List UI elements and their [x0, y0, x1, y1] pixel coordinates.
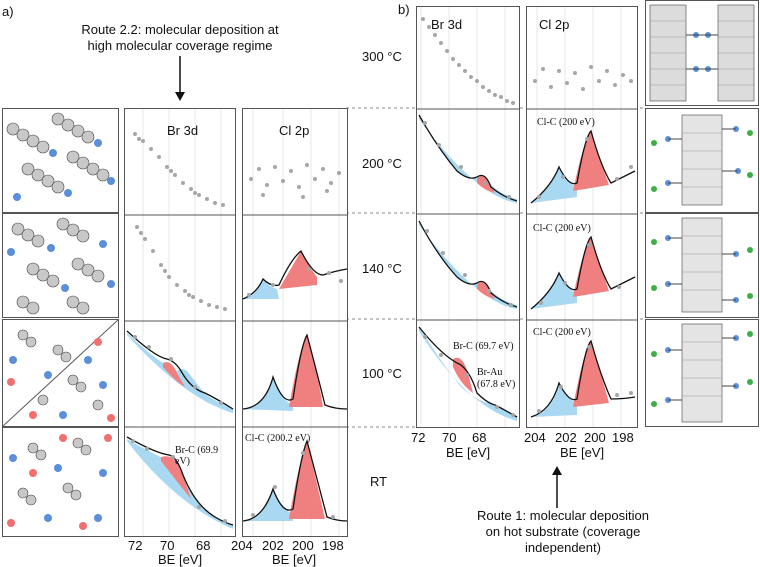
route1-arrow	[552, 466, 562, 508]
b-cl-tick-198: 198	[612, 430, 634, 445]
panel-b-cl-column: Cl 2p Cl-C (200 eV) Cl-C (200 eV) Cl-C (…	[526, 6, 638, 428]
molecule-image-a-rt	[2, 427, 119, 537]
molecule-drawing	[651, 114, 753, 206]
panel-b-label: b)	[398, 2, 410, 17]
panel-a-label: a)	[2, 4, 14, 19]
b-cl-axis-label: BE [eV]	[560, 445, 605, 460]
molecule-image-a-200	[2, 108, 119, 213]
molecule-image-a-140	[2, 213, 119, 318]
molecule-image-b-100	[645, 319, 759, 427]
route22-arrow	[175, 56, 185, 101]
molecule-image-b-200	[645, 108, 759, 213]
a-br-tick-72: 72	[128, 538, 143, 553]
panel-a-cl-spectra	[242, 109, 348, 536]
a-cl-tick-204: 204	[231, 538, 253, 553]
a-br-tick-70: 70	[160, 538, 175, 553]
route1-caption: Route 1: molecular deposition on hot sub…	[477, 508, 649, 555]
b-br-tick-72: 72	[411, 430, 426, 445]
a-cl-tick-200: 200	[292, 538, 314, 553]
b-br-axis-label: BE [eV]	[446, 445, 491, 460]
molecule-drawing	[6, 112, 115, 201]
temp-300: 300 °C	[362, 49, 402, 64]
temp-140: 140 °C	[362, 261, 402, 276]
molecule-image-b-300	[645, 0, 759, 106]
a-br-tick-68: 68	[196, 538, 211, 553]
annotation-b-br-brau-val: (67.8 eV)	[477, 379, 516, 390]
annotation-a-cl-rt: Cl-C (200.2 eV)	[245, 433, 311, 444]
panel-b-cl-header: Cl 2p	[539, 17, 570, 32]
molecule-drawing	[649, 4, 755, 102]
molecule-drawing	[7, 217, 115, 315]
panel-a-cl-column: Cl 2p Cl-C (200.2 eV)	[242, 108, 348, 537]
panel-b-br-header: Br 3d	[431, 17, 463, 32]
route22-caption: Route 2.2: molecular deposition at high …	[81, 22, 279, 53]
a-cl-tick-198: 198	[322, 538, 344, 553]
panel-a-br-header: Br 3d	[167, 123, 199, 138]
annotation-a-br-rt: Br-C (69.9 eV)	[175, 445, 219, 467]
panel-a-br-spectra	[125, 109, 235, 536]
annotation-b-br-brc: Br-C (69.7 eV)	[453, 341, 514, 352]
temp-rt: RT	[370, 474, 388, 489]
b-cl-tick-204: 204	[524, 430, 546, 445]
b-cl-tick-202: 202	[555, 430, 577, 445]
b-br-tick-70: 70	[442, 430, 457, 445]
temp-200: 200 °C	[362, 156, 402, 171]
b-cl-tick-200: 200	[584, 430, 606, 445]
annotation-b-cl-140: Cl-C (200 eV)	[533, 223, 591, 234]
temp-100: 100 °C	[362, 366, 402, 381]
panel-a-br-column: Br 3d Br-C (69.9 eV)	[124, 108, 236, 537]
panel-b-cl-spectra	[527, 7, 637, 427]
b-br-tick-68: 68	[472, 430, 487, 445]
annotation-b-cl-200: Cl-C (200 eV)	[537, 117, 595, 128]
annotation-b-cl-100: Cl-C (200 eV)	[533, 327, 591, 338]
a-cl-axis-label: BE [eV]	[272, 552, 317, 567]
molecule-drawing	[651, 323, 753, 423]
molecule-image-a-100	[2, 319, 119, 427]
molecule-drawing	[7, 434, 112, 530]
a-br-axis-label: BE [eV]	[158, 552, 203, 567]
panel-b-br-column: Br 3d Br-C (69.7 eV) Br-Au (67.8 eV)	[416, 6, 520, 428]
a-cl-tick-202: 202	[262, 538, 284, 553]
panel-b-br-spectra	[417, 7, 519, 427]
panel-a-cl-header: Cl 2p	[279, 123, 310, 138]
annotation-b-br-brau: Br-Au	[477, 367, 503, 378]
molecule-drawing	[651, 217, 753, 313]
molecule-drawing	[2, 319, 119, 427]
molecule-image-b-140	[645, 213, 759, 318]
